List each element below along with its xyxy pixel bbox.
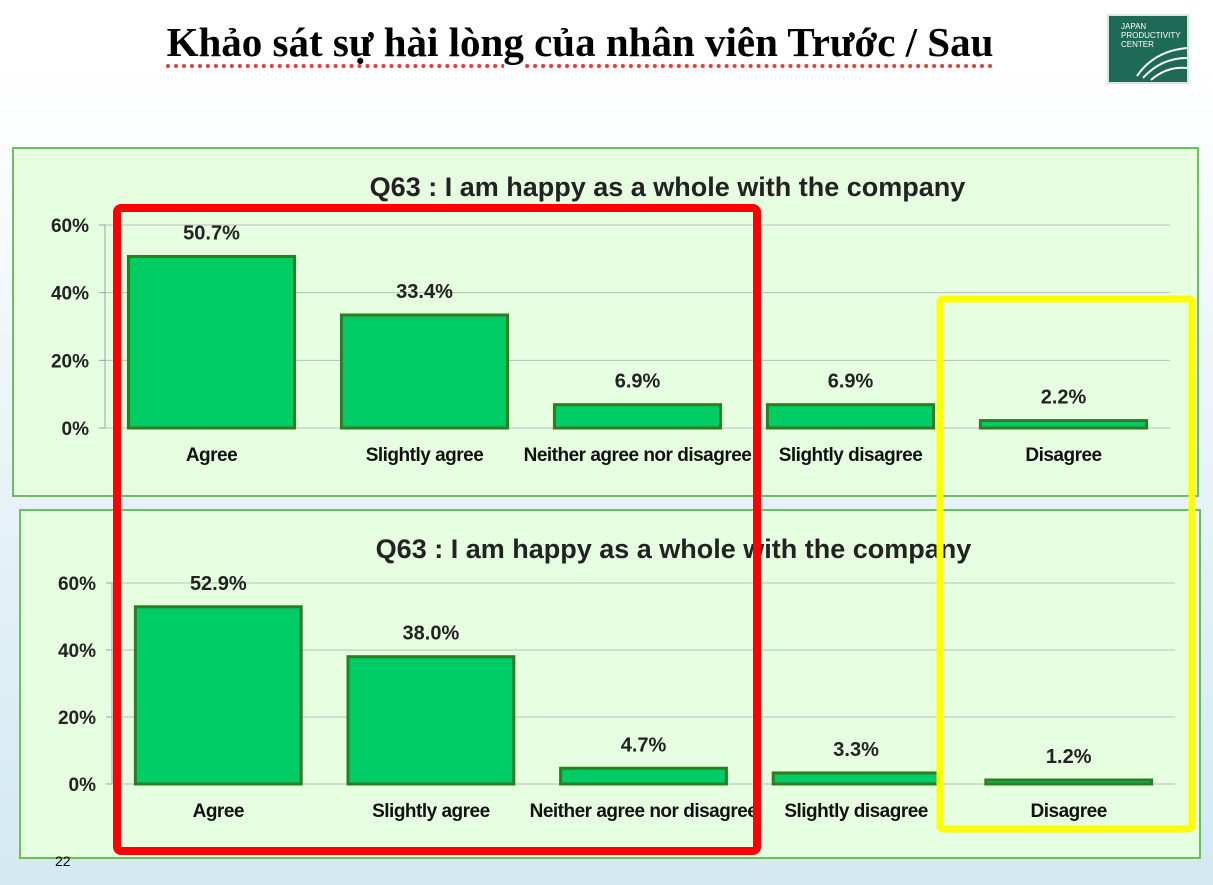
data-label: 52.9% [190,573,247,595]
bar-slightly-disagree [765,403,936,430]
page-number: 22 [55,853,71,869]
data-label: 38.0% [403,623,460,645]
x-tick-label: Neither agree nor disagree [530,801,758,822]
data-label: 33.4% [396,281,453,303]
y-tick-label: 20% [51,351,89,372]
y-tick-label: 0% [62,419,90,440]
chart-2: Q63 : I am happy as a whole with the com… [19,509,1201,859]
bar-slightly-agree [339,313,510,430]
x-tick-label: Slightly disagree [779,445,923,466]
y-tick-label: 60% [51,216,89,237]
x-tick-label: Disagree [1025,445,1101,466]
chart-title: Q63 : I am happy as a whole with the com… [376,534,972,564]
x-tick-label: Slightly agree [366,445,484,466]
bar-slightly-disagree [771,771,941,786]
bar-disagree [984,778,1154,786]
x-tick-label: Slightly disagree [784,801,928,822]
bar-agree [126,254,297,430]
red-highlight-box [113,204,761,855]
x-tick-label: Slightly agree [372,801,490,822]
data-label: 50.7% [183,222,240,244]
x-tick-label: Agree [193,801,244,822]
bar-neither-agree-nor-disagree [559,766,728,786]
x-tick-label: Agree [186,445,237,466]
bar-neither-agree-nor-disagree [552,403,723,430]
x-tick-label: Disagree [1031,801,1107,822]
y-tick-label: 0% [69,775,97,796]
chart-title: Q63 : I am happy as a whole with the com… [370,172,966,202]
y-tick-label: 20% [58,708,96,729]
x-tick-label: Neither agree nor disagree [524,445,752,466]
bar-agree [133,605,303,786]
data-label: 1.2% [1046,746,1092,768]
y-tick-label: 40% [51,284,89,305]
bar-slightly-agree [346,655,516,786]
bar-disagree [978,419,1149,430]
data-label: 6.9% [615,371,661,393]
data-label: 4.7% [621,734,667,756]
slide-title: Khảo sát sự hài lòng của nhân viên Trước… [166,19,994,65]
data-label: 3.3% [833,739,879,761]
data-label: 2.2% [1041,387,1087,409]
data-label: 6.9% [828,371,874,393]
chart-1: Q63 : I am happy as a whole with the com… [12,147,1199,497]
yellow-highlight-box [936,295,1196,833]
y-tick-label: 60% [58,574,96,595]
japan-productivity-center-logo: JAPAN PRODUCTIVITY CENTER [1107,14,1189,84]
y-tick-label: 40% [58,641,96,662]
